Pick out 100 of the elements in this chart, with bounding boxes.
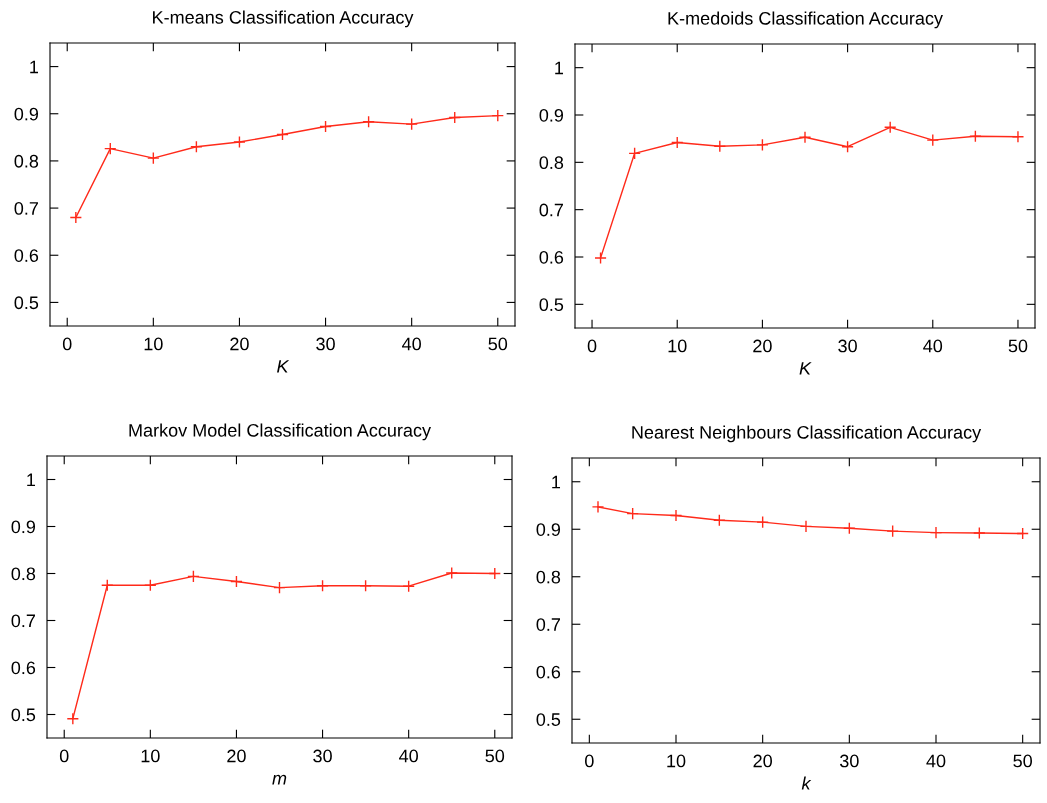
point [843, 522, 856, 535]
point [147, 151, 160, 165]
y-tick-label: 0.5 [14, 296, 39, 310]
x-tick-label: 10 [144, 337, 163, 351]
y-tick-label: 0.7 [11, 614, 35, 628]
x-tick-label: 50 [1013, 754, 1032, 768]
point [626, 507, 639, 520]
point [926, 133, 940, 147]
point [756, 515, 769, 529]
y-tick-label: 0.7 [539, 203, 563, 217]
y-tick-label: 0.9 [14, 107, 39, 121]
point [273, 581, 286, 594]
point [1016, 527, 1029, 540]
y-tick-label: 0.9 [536, 523, 561, 536]
x-tick-label: 40 [399, 749, 418, 763]
y-tick-label: 0.6 [536, 665, 561, 679]
x-axis-title: k [801, 776, 812, 790]
x-axis-title: K [277, 360, 290, 373]
y-tick-label: 1 [552, 475, 561, 489]
x-tick-label: 20 [230, 337, 249, 351]
x-tick-label: 20 [753, 754, 772, 768]
x-tick-label: 0 [59, 749, 69, 763]
x-tick-label: 30 [316, 337, 335, 351]
point [359, 579, 372, 592]
point [144, 578, 157, 592]
chart-title: K-means Classification Accuracy [153, 10, 414, 28]
point [1011, 130, 1025, 144]
point [713, 139, 727, 153]
y-tick-label: 0.8 [539, 156, 564, 170]
y-tick-label: 1 [30, 60, 39, 74]
x-tick-label: 40 [923, 339, 943, 353]
x-tick-label: 50 [485, 749, 505, 763]
point [670, 136, 684, 149]
point [841, 140, 854, 153]
x-tick-label: 10 [141, 749, 160, 763]
y-tick-label: 0.8 [11, 567, 36, 581]
x-tick-label: 10 [668, 339, 687, 353]
point [799, 520, 813, 533]
point [233, 135, 246, 149]
x-tick-label: 20 [753, 339, 772, 353]
y-tick-label: 0.9 [11, 520, 36, 534]
point [69, 211, 83, 224]
x-tick-label: 0 [587, 339, 597, 353]
point [319, 120, 332, 133]
y-tick-label: 0.7 [536, 618, 560, 631]
x-axis-title: m [272, 774, 287, 785]
x-tick-label: 0 [585, 754, 594, 768]
point [362, 115, 375, 129]
y-tick-label: 0.6 [11, 661, 36, 675]
point [405, 117, 418, 131]
point [190, 140, 203, 154]
y-tick-label: 0.5 [539, 298, 564, 312]
y-tick-label: 0.9 [539, 108, 564, 122]
x-tick-label: 50 [1008, 339, 1028, 353]
point [594, 251, 607, 265]
y-tick-label: 1 [555, 61, 564, 75]
x-tick-label: 50 [488, 337, 508, 351]
point [883, 121, 897, 134]
y-tick-label: 0.7 [14, 202, 38, 215]
point [488, 567, 502, 580]
point [628, 147, 641, 160]
y-tick-label: 0.6 [14, 249, 39, 262]
point [669, 509, 683, 522]
y-tick-label: 0.8 [14, 154, 39, 168]
x-tick-label: 40 [926, 754, 946, 768]
x-tick-label: 20 [227, 749, 246, 763]
chart-title: K-medoids Classification Accuracy [668, 11, 943, 29]
point [756, 138, 769, 152]
point [445, 566, 458, 580]
point [798, 130, 812, 144]
point [929, 526, 943, 539]
point [316, 579, 329, 592]
x-tick-label: 0 [62, 337, 72, 351]
y-tick-label: 0.5 [11, 708, 36, 722]
point [886, 524, 899, 538]
x-tick-label: 10 [667, 754, 686, 768]
x-tick-label: 30 [313, 749, 332, 763]
point [276, 128, 289, 141]
point [713, 513, 726, 527]
chart-title: Markov Model Classification Accuracy [129, 423, 431, 441]
y-tick-label: 0.6 [539, 250, 564, 264]
point [591, 500, 605, 514]
x-tick-label: 40 [402, 337, 421, 351]
x-tick-label: 30 [839, 754, 859, 768]
point [104, 142, 117, 155]
point [973, 526, 986, 540]
point [187, 570, 200, 583]
chart-title: Nearest Neighbours Classification Accuracy [632, 425, 982, 443]
y-tick-label: 0.8 [536, 570, 561, 584]
y-tick-label: 0.5 [536, 713, 561, 726]
point [969, 130, 982, 143]
point [491, 109, 505, 122]
y-tick-label: 1 [27, 473, 36, 487]
point [448, 111, 461, 124]
point [402, 579, 415, 593]
x-tick-label: 30 [838, 339, 857, 353]
point [66, 712, 80, 725]
point [101, 578, 114, 592]
point [230, 575, 243, 588]
x-axis-title: K [799, 362, 812, 375]
